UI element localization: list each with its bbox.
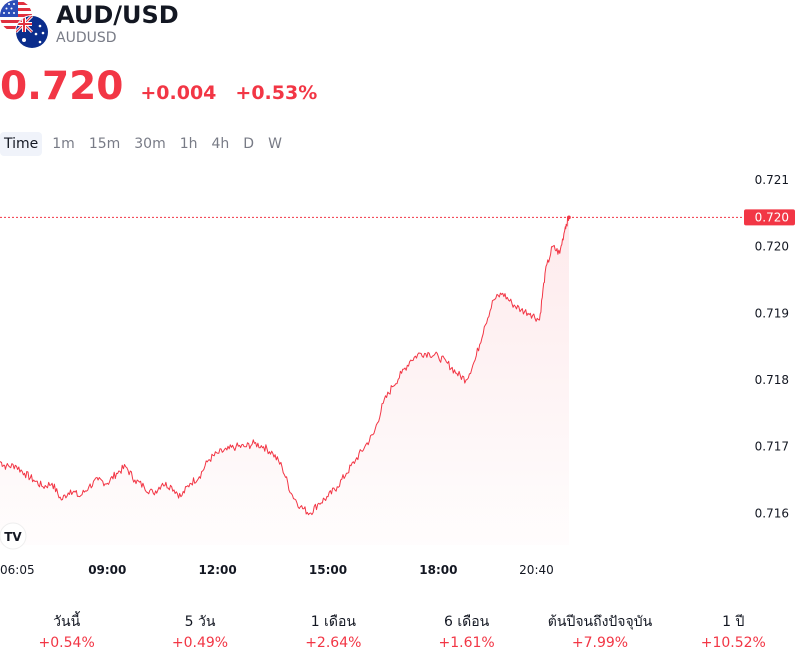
price-line [0, 216, 570, 516]
y-tick-label: 0.717 [755, 440, 789, 454]
tab-d[interactable]: D [243, 136, 255, 152]
stat-1-year[interactable]: 1 ปี +10.52% [667, 612, 800, 654]
y-tick-label: 0.716 [755, 506, 789, 520]
tab-w[interactable]: W [268, 136, 282, 152]
tab-30m[interactable]: 30m [134, 136, 166, 152]
stat-value: +1.61% [438, 635, 495, 651]
y-tick-label: 0.718 [755, 373, 789, 387]
x-tick-label: 12:00 [199, 563, 237, 577]
stat-label: ต้นปีจนถึงปัจจุบัน [547, 614, 653, 630]
australia-flag-icon [16, 16, 48, 48]
stat-label: วันนี้ [53, 614, 81, 630]
price-change: +0.004 [140, 82, 217, 104]
last-price-dot [567, 215, 571, 220]
tab-1m[interactable]: 1m [52, 136, 75, 152]
x-tick-label: 09:00 [88, 563, 126, 577]
stat-5-days[interactable]: 5 วัน +0.49% [133, 612, 266, 654]
price-area [0, 217, 569, 545]
y-tick-label: 0.719 [755, 306, 789, 320]
currency-flags [0, 0, 49, 49]
tab-1h[interactable]: 1h [179, 136, 198, 152]
tab-15m[interactable]: 15m [88, 136, 121, 152]
stat-label: 5 วัน [184, 614, 216, 630]
stat-today[interactable]: วันนี้ +0.54% [0, 612, 133, 654]
stat-ytd[interactable]: ต้นปีจนถึงปัจจุบัน +7.99% [533, 612, 666, 654]
stat-value: +7.99% [571, 635, 629, 651]
stat-label: 6 เดือน [444, 614, 490, 630]
last-price-label: 0.720 [755, 210, 789, 224]
last-price: 0.720 [0, 64, 124, 109]
stat-value: +0.54% [38, 635, 95, 651]
performance-stats: วันนี้ +0.54% 5 วัน +0.49% 1 เดือน +2.64… [0, 612, 800, 654]
tab-time[interactable]: Time [0, 132, 43, 156]
last-price-badge [744, 209, 795, 226]
svg-text:TV: TV [4, 530, 22, 544]
stat-1-month[interactable]: 1 เดือน +2.64% [267, 612, 400, 654]
price-chart[interactable]: 0.721 0.720 0.719 0.718 0.717 0.716 06:05 09:0… [0, 160, 800, 590]
y-tick-label: 0.721 [755, 173, 789, 187]
tab-4h[interactable]: 4h [211, 136, 230, 152]
x-tick-label: 20:40 [519, 563, 554, 577]
symbol-ticker: AUDUSD [56, 30, 117, 46]
stat-value: +0.49% [171, 635, 229, 651]
tradingview-logo: TV [0, 522, 27, 550]
x-tick-label: 06:05 [0, 563, 35, 577]
timeframe-tabs: Time 1m 15m 30m 1h 4h D W [0, 132, 292, 156]
stat-label: 1 เดือน [310, 614, 356, 630]
price-row: 0.720 +0.004 +0.53% [0, 64, 317, 112]
x-tick-label: 18:00 [419, 563, 457, 577]
stat-value: +2.64% [305, 635, 362, 651]
price-change-percent: +0.53% [235, 82, 318, 104]
x-tick-label: 15:00 [309, 563, 347, 577]
stat-label: 1 ปี [722, 614, 745, 630]
symbol-title: AUD/USD [56, 1, 179, 29]
y-tick-label: 0.720 [755, 240, 789, 254]
stat-6-months[interactable]: 6 เดือน +1.61% [400, 612, 533, 654]
stat-value: +10.52% [700, 635, 766, 651]
